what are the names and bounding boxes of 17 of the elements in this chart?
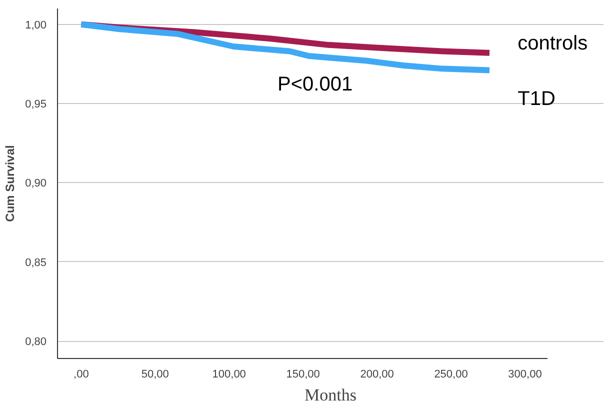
x-tick-label: 100,00	[212, 368, 246, 380]
x-tick-label: 300,00	[508, 368, 542, 380]
series-label: T1D	[518, 88, 556, 110]
x-tick-label: ,00	[74, 368, 89, 380]
y-tick-label: 0,90	[25, 178, 47, 190]
y-tick-label: 0,80	[25, 336, 47, 348]
annotation: P<0.001	[278, 74, 353, 96]
x-axis-title: Months	[304, 386, 356, 404]
y-tick-label: 0,85	[25, 256, 47, 269]
x-tick-label: 250,00	[434, 368, 468, 380]
y-tick-label: 1,00	[25, 19, 47, 32]
series-label: controls	[518, 32, 588, 54]
x-tick-label: 50,00	[141, 368, 169, 380]
x-tick-label: 200,00	[360, 368, 394, 380]
y-axis-title: Cum Survival	[3, 145, 18, 222]
x-tick-label: 150,00	[286, 368, 320, 380]
y-tick-label: 0,95	[25, 98, 47, 111]
